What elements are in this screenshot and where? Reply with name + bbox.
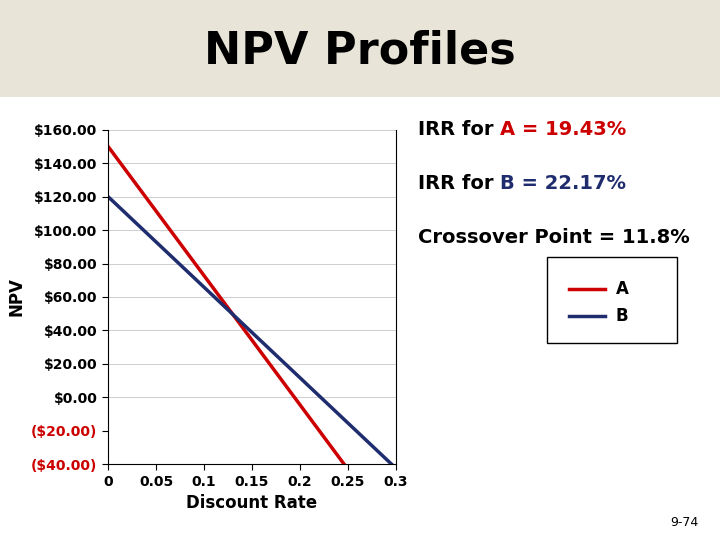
Y-axis label: NPV: NPV: [8, 278, 26, 316]
Text: IRR for: IRR for: [418, 120, 500, 139]
Text: A = 19.43%: A = 19.43%: [500, 120, 626, 139]
Text: Crossover Point = 11.8%: Crossover Point = 11.8%: [418, 228, 689, 247]
Text: B: B: [616, 307, 629, 325]
Text: B = 22.17%: B = 22.17%: [500, 174, 626, 193]
Text: A: A: [616, 280, 629, 298]
Text: IRR for: IRR for: [418, 174, 500, 193]
Text: NPV Profiles: NPV Profiles: [204, 30, 516, 73]
Text: 9-74: 9-74: [670, 516, 698, 529]
X-axis label: Discount Rate: Discount Rate: [186, 495, 318, 512]
